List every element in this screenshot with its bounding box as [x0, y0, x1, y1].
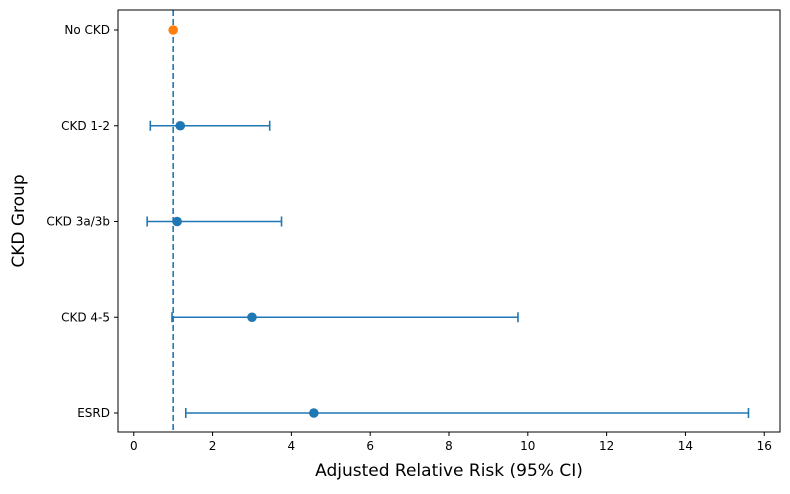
ticks-layer: No CKD CKD 1-2 CKD 3a/3b CKD 4-5 ESRD 0 2 4 6 8 10…: [46, 23, 771, 453]
estimate-point-3: [247, 312, 257, 323]
y-tick-label-4: ESRD: [77, 406, 110, 420]
x-axis-title: Adjusted Relative Risk (95% CI): [315, 461, 583, 481]
y-axis-title: CKD Group: [9, 174, 29, 267]
x-tick-label-8: 16: [757, 439, 772, 453]
x-tick-label-1: 2: [209, 439, 217, 453]
y-tick-label-0: No CKD: [64, 23, 110, 37]
x-tick-label-0: 0: [130, 439, 138, 453]
x-tick-label-7: 14: [678, 439, 693, 453]
x-tick-label-3: 6: [366, 439, 374, 453]
x-tick-label-2: 4: [288, 439, 296, 453]
x-tick-label-4: 8: [445, 439, 453, 453]
y-tick-label-1: CKD 1-2: [61, 119, 110, 133]
estimate-point-4: [309, 408, 319, 418]
estimate-point-1: [175, 120, 186, 131]
x-tick-label-6: 12: [599, 439, 614, 453]
y-tick-label-3: CKD 4-5: [61, 310, 110, 324]
y-tick-label-2: CKD 3a/3b: [46, 215, 110, 229]
reference-point: [168, 25, 178, 35]
marks-layer: [146, 10, 750, 432]
estimate-point-2: [172, 216, 182, 227]
x-tick-label-5: 10: [520, 439, 535, 453]
